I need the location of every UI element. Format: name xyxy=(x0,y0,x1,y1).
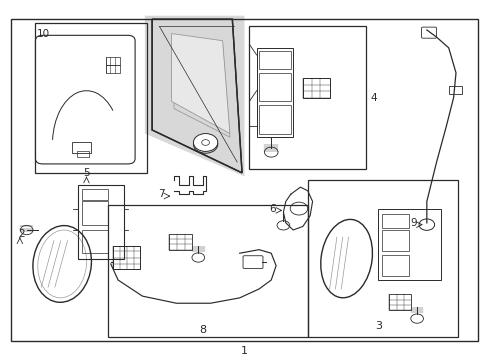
Bar xyxy=(249,26,366,169)
Bar xyxy=(388,294,410,310)
Bar xyxy=(35,23,147,173)
Bar xyxy=(381,230,408,251)
Text: 9: 9 xyxy=(409,218,416,228)
Polygon shape xyxy=(171,33,229,134)
Text: 2: 2 xyxy=(19,229,25,239)
Bar xyxy=(81,189,108,200)
Bar xyxy=(113,246,140,269)
Text: 3: 3 xyxy=(374,321,381,332)
Bar xyxy=(256,48,292,137)
Bar xyxy=(78,185,123,258)
Bar xyxy=(77,152,89,157)
Bar xyxy=(381,214,408,228)
Polygon shape xyxy=(144,16,244,176)
Bar xyxy=(81,230,108,253)
Bar xyxy=(259,73,290,102)
Bar xyxy=(106,57,119,65)
Bar xyxy=(108,205,307,337)
Text: 1: 1 xyxy=(241,346,247,356)
Bar xyxy=(259,105,290,134)
Bar xyxy=(377,208,441,280)
Text: 6: 6 xyxy=(269,203,276,213)
Bar xyxy=(448,86,461,94)
Circle shape xyxy=(193,134,217,152)
Bar xyxy=(169,234,192,249)
Bar xyxy=(259,51,290,69)
Text: 5: 5 xyxy=(83,168,90,178)
Bar xyxy=(81,202,108,225)
Text: 8: 8 xyxy=(199,325,206,335)
Bar xyxy=(302,78,329,98)
Bar xyxy=(307,180,458,337)
Text: 4: 4 xyxy=(370,93,377,103)
Bar xyxy=(381,255,408,276)
Bar xyxy=(106,65,119,73)
Bar xyxy=(72,143,91,153)
Text: 10: 10 xyxy=(36,28,49,39)
Text: 7: 7 xyxy=(157,189,164,199)
